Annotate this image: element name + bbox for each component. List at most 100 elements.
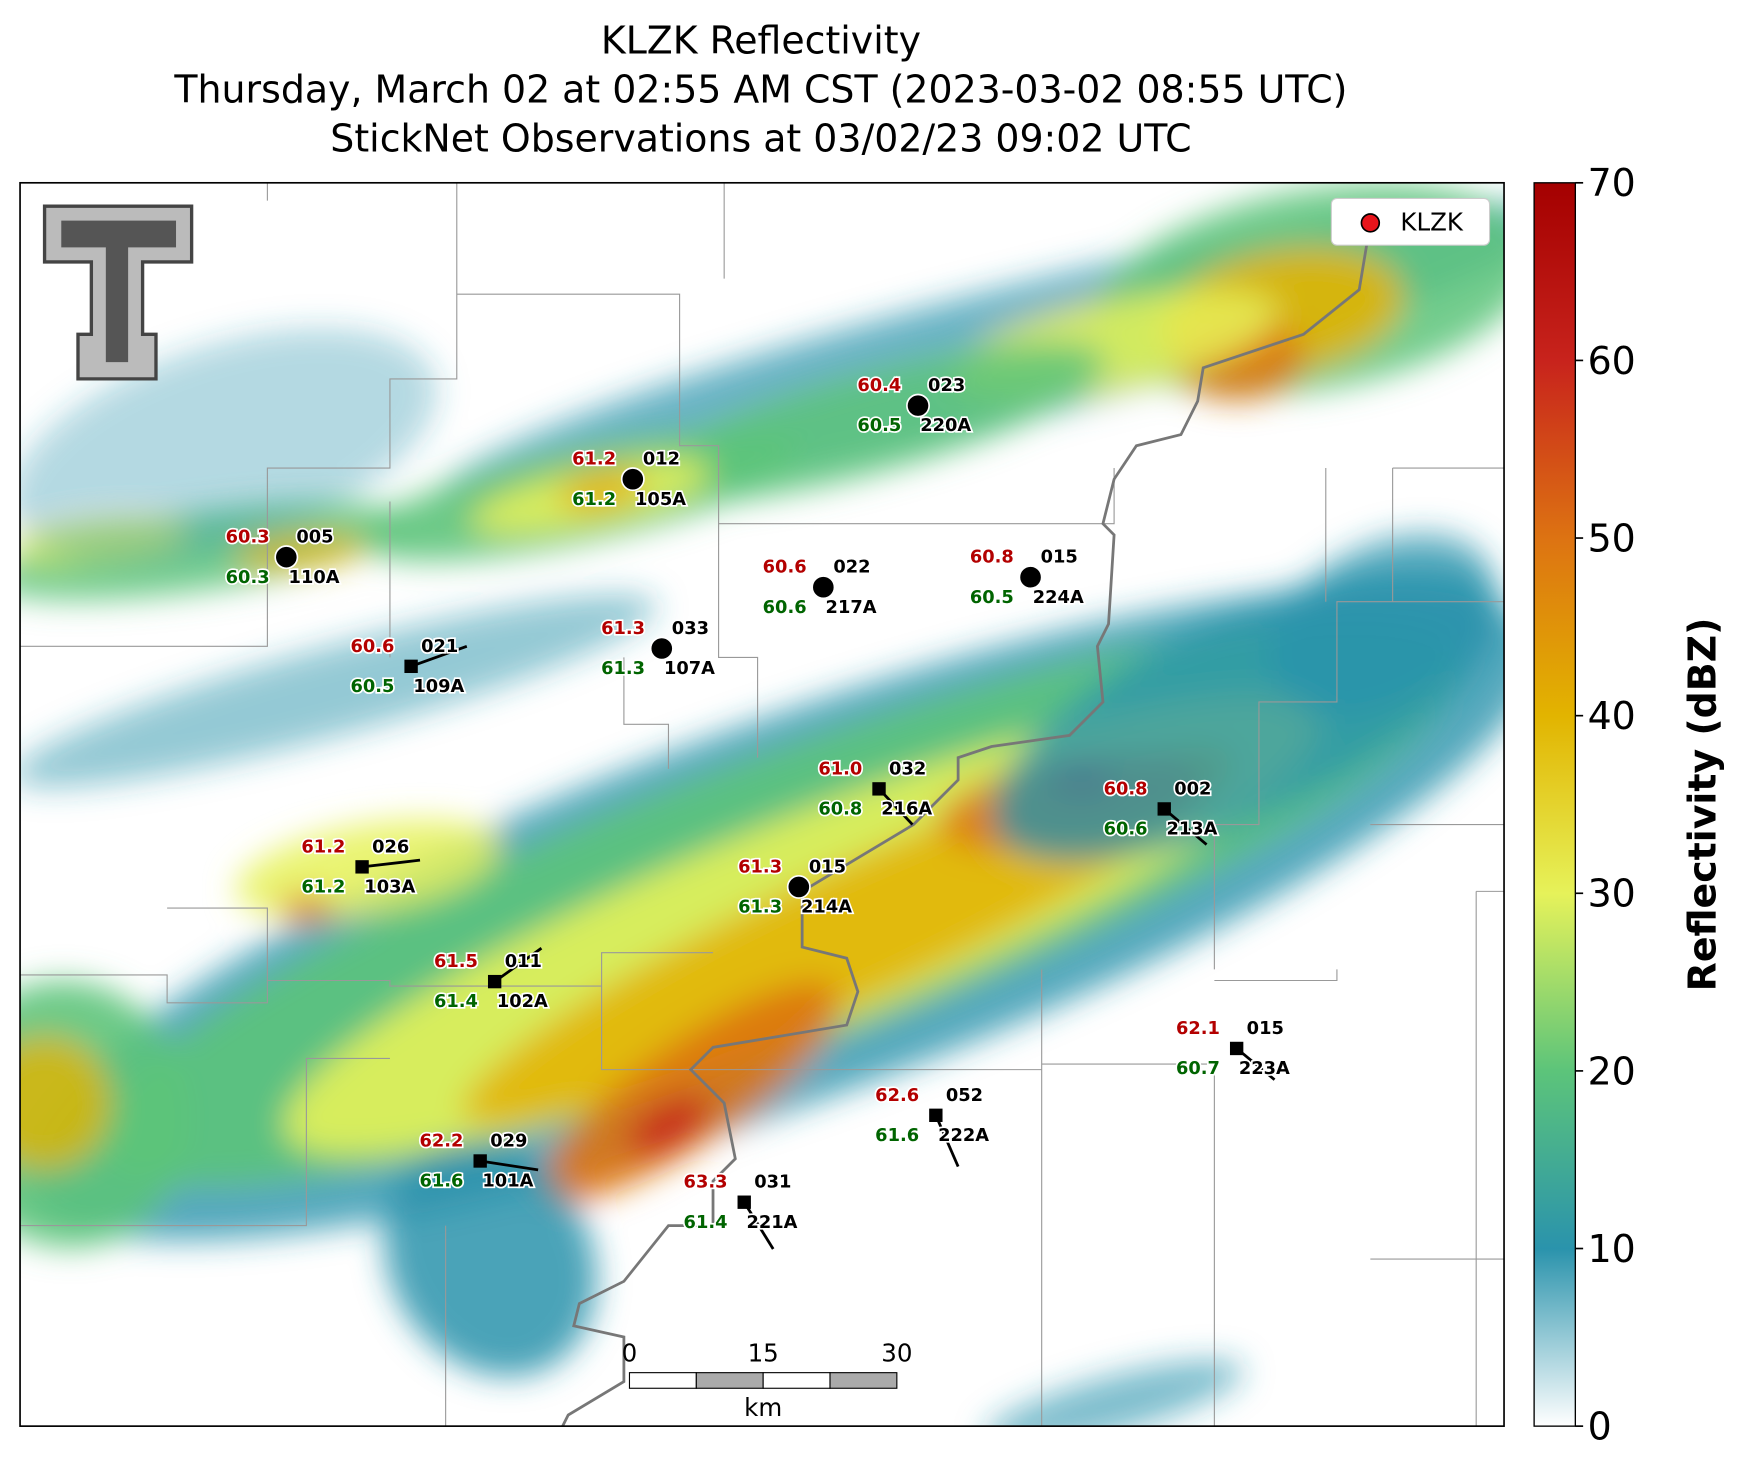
station-marker: [404, 659, 418, 674]
station-marker: [473, 1154, 487, 1168]
echo: [1268, 532, 1495, 716]
temperature: 61.2: [572, 449, 616, 470]
wind-barb: [479, 1159, 539, 1172]
station-marker: [355, 860, 369, 874]
state-border: [561, 222, 1372, 1427]
station-id: 011: [505, 951, 542, 972]
dewpoint: 60.6: [763, 597, 807, 618]
station-marker: [1229, 1041, 1244, 1056]
probe-id: 224A: [1033, 587, 1084, 608]
colorbar-tick-label: 50: [1588, 516, 1636, 560]
echo: [278, 894, 335, 922]
colorbar-label: Reflectivity (dBZ): [1681, 618, 1725, 992]
title-line: StickNet Observations at 03/02/23 09:02 …: [330, 117, 1191, 161]
colorbar-tick-label: 30: [1588, 872, 1636, 916]
dewpoint: 61.6: [420, 1171, 464, 1192]
title-line: KLZK Reflectivity: [601, 19, 921, 63]
temperature: 60.6: [350, 636, 394, 657]
county-lines: [20, 182, 1505, 1427]
temperature: 61.0: [818, 758, 862, 779]
wind-barb: [743, 1201, 775, 1250]
station-id: 029: [490, 1131, 527, 1152]
temperature: 60.6: [763, 557, 807, 578]
dewpoint: 60.8: [818, 799, 862, 820]
temperature: 60.4: [857, 375, 901, 396]
title-line: Thursday, March 02 at 02:55 AM CST (2023…: [173, 68, 1347, 112]
station-id: 015: [809, 856, 846, 877]
station-id: 052: [946, 1085, 983, 1106]
scale-bar: 0 15 30 km: [622, 1339, 913, 1423]
station-id: 021: [421, 636, 458, 657]
dewpoint: 60.5: [970, 587, 1014, 608]
temperature: 61.3: [601, 618, 645, 639]
map: KLZK 60.3 005 60.3 110A 61.2 012 61.2 105A 60.4 0…: [20, 182, 1505, 1427]
colorbar-tick-label: 60: [1588, 339, 1636, 383]
scale-tick: 15: [748, 1339, 779, 1368]
temperature: 60.8: [970, 547, 1014, 568]
colorbar: [1533, 182, 1577, 1427]
colorbar-tick-label: 0: [1588, 1405, 1612, 1449]
wind-barb: [361, 858, 421, 869]
colorbar-tick-label: 10: [1588, 1227, 1636, 1271]
station-id: 015: [1247, 1018, 1284, 1039]
colorbar-tick-label: 40: [1588, 694, 1636, 738]
echo: [984, 1360, 1244, 1427]
station-id: 031: [754, 1172, 791, 1193]
echo: [20, 1036, 112, 1170]
probe-id: 103A: [364, 876, 415, 897]
station-id: 015: [1041, 547, 1078, 568]
dewpoint: 60.5: [350, 676, 394, 697]
wind-barb: [934, 1114, 960, 1168]
temperature: 62.6: [875, 1085, 919, 1106]
station-id: 012: [643, 449, 680, 470]
wind-barb: [493, 947, 543, 983]
echo: [541, 981, 840, 1203]
temperature: 61.5: [434, 951, 478, 972]
scale-tick: 30: [881, 1339, 912, 1368]
probe-id: 221A: [746, 1212, 797, 1233]
legend-label: KLZK: [1400, 208, 1463, 237]
probe-id: 102A: [497, 991, 548, 1012]
probe-id: 109A: [413, 676, 464, 697]
station-id: 023: [928, 375, 965, 396]
station-marker: [1157, 802, 1171, 816]
dewpoint: 61.3: [601, 658, 645, 679]
probe-id: 107A: [664, 658, 715, 679]
wind-barb: [410, 644, 468, 668]
dewpoint: 61.2: [301, 876, 345, 897]
echo: [383, 1141, 597, 1377]
station-id: 022: [833, 557, 870, 578]
dewpoint: 61.3: [738, 897, 782, 918]
probe-id: 214A: [801, 897, 852, 918]
probe-id: 222A: [938, 1125, 989, 1146]
echo: [628, 1095, 709, 1155]
dewpoint: 61.4: [684, 1212, 728, 1233]
probe-id: 220A: [920, 415, 971, 436]
dewpoint: 61.2: [572, 489, 616, 510]
station-marker: [620, 467, 645, 492]
station-id: 033: [672, 618, 709, 639]
station-marker: [274, 545, 299, 570]
temperature: 60.8: [1104, 778, 1148, 799]
colorbar-tick-label: 20: [1588, 1049, 1636, 1093]
temperature: 62.1: [1176, 1018, 1220, 1039]
dewpoint: 61.6: [875, 1125, 919, 1146]
temperature: 61.3: [738, 856, 782, 877]
probe-id: 101A: [482, 1171, 533, 1192]
station-marker: [811, 575, 836, 600]
logo: [42, 204, 194, 381]
legend-marker: [1360, 213, 1381, 233]
temperature: 60.3: [226, 527, 270, 548]
station-marker: [1018, 565, 1043, 590]
scale-unit: km: [744, 1393, 782, 1422]
map-frame: [19, 181, 1505, 1427]
station-marker: [929, 1108, 943, 1122]
station-marker: [872, 782, 886, 796]
echo: [20, 328, 437, 564]
station-id: 026: [372, 836, 409, 857]
colorbar-tick-label: 70: [1588, 161, 1636, 205]
temperature: 61.2: [301, 836, 345, 857]
station-id: 032: [889, 758, 926, 779]
legend: KLZK: [1330, 197, 1491, 246]
